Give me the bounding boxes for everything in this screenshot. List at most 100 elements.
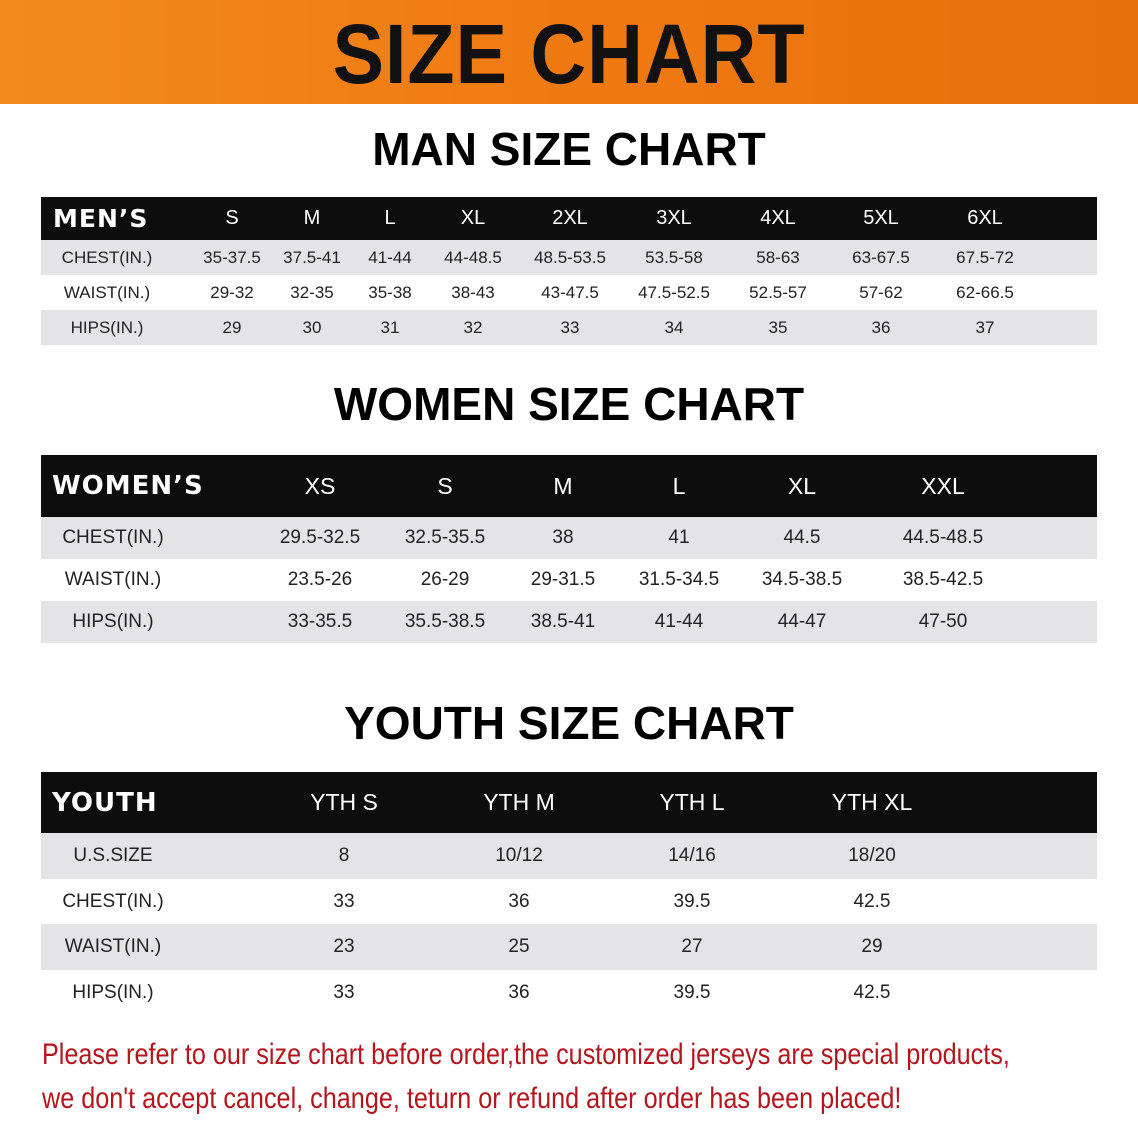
row-label: U.S.SIZE: [73, 845, 153, 866]
table-cell: 42.5: [853, 890, 891, 912]
table-cell: 29.5-32.5: [279, 527, 361, 548]
women-section-title: WOMEN SIZE CHART: [333, 378, 805, 430]
size-column-header: XL: [787, 472, 817, 499]
size-column-header: 6XL: [967, 207, 1003, 229]
table-cell: 29: [222, 317, 242, 337]
table-cell: 33-35.5: [287, 611, 353, 632]
table-cell: 48.5-53.5: [534, 247, 606, 267]
table-cell: 35.5-38.5: [404, 611, 486, 632]
table-cell: 57-62: [859, 282, 903, 302]
table-cell: 30: [302, 317, 322, 337]
table-row: CHEST(IN.) 35-37.5 37.5-41 41-44 44-48.5 48.5…: [41, 240, 1097, 275]
table-cell: 27: [681, 936, 703, 957]
table-cell: 23: [333, 936, 355, 957]
size-column-header: L: [672, 472, 686, 499]
table-row: WAIST(IN.) 29-32 32-35 35-38 38-43 43-47.5 47.…: [41, 275, 1097, 310]
size-column-header: L: [384, 207, 396, 229]
table-cell: 34: [664, 317, 684, 337]
table-cell: 18/20: [848, 845, 896, 866]
table-cell: 31: [380, 317, 400, 337]
table-cell: 32.5-35.5: [404, 527, 486, 548]
size-column-header: XS: [304, 472, 336, 499]
size-column-header: YTH M: [483, 789, 555, 815]
table-corner-label: WOMEN’S: [52, 471, 204, 501]
table-row: HIPS(IN.) 33 36 39.5 42.5: [41, 970, 1097, 1015]
table-corner-label: MEN’S: [53, 204, 149, 233]
youth-size-table: YOUTH YTH S YTH M YTH L YTH XL U.S.SIZE 8 10/12…: [41, 772, 1097, 1015]
table-cell: 35-37.5: [203, 247, 261, 267]
table-header-row: WOMEN’S XS S M L XL XXL: [41, 455, 1097, 517]
table-cell: 35: [768, 317, 788, 337]
table-cell: 23.5-26: [287, 569, 353, 590]
table-cell: 41: [668, 527, 690, 548]
table-cell: 47-50: [918, 611, 968, 632]
row-label: HIPS(IN.): [70, 317, 144, 337]
size-column-header: YTH XL: [831, 789, 913, 815]
table-cell: 38-43: [451, 282, 495, 302]
size-column-header: S: [437, 472, 453, 499]
table-cell: 47.5-52.5: [638, 282, 710, 302]
table-cell: 29: [861, 936, 883, 957]
table-row: HIPS(IN.) 29 30 31 32 33 34 35 36 37: [41, 310, 1097, 345]
table-row: HIPS(IN.) 33-35.5 35.5-38.5 38.5-41 41-44 44-…: [41, 601, 1097, 643]
table-row: CHEST(IN.) 29.5-32.5 32.5-35.5 38 41 44.5 44.5…: [41, 517, 1097, 559]
size-column-header: YTH S: [310, 789, 378, 815]
size-column-header: 4XL: [760, 207, 796, 229]
table-cell: 58-63: [756, 247, 800, 267]
table-row: WAIST(IN.) 23 25 27 29: [41, 924, 1097, 970]
table-header-row: YOUTH YTH S YTH M YTH L YTH XL: [41, 772, 1097, 833]
banner: SIZE CHART: [0, 0, 1138, 104]
table-cell: 36: [871, 317, 891, 337]
row-label: WAIST(IN.): [63, 282, 151, 302]
row-label: CHEST(IN.): [62, 527, 164, 548]
table-cell: 38.5-41: [530, 611, 596, 632]
size-column-header: M: [303, 207, 321, 229]
table-cell: 43-47.5: [541, 282, 599, 302]
size-column-header: M: [553, 472, 573, 499]
table-cell: 25: [508, 936, 530, 957]
table-cell: 35-38: [368, 282, 412, 302]
table-cell: 29-31.5: [530, 569, 596, 590]
row-label: HIPS(IN.): [72, 611, 154, 632]
table-cell: 8: [338, 845, 350, 866]
men-size-table: MEN’S S M L XL 2XL 3XL 4XL 5XL 6XL CHEST(IN.) 35-37…: [41, 197, 1097, 345]
row-label: CHEST(IN.): [61, 247, 153, 267]
table-cell: 42.5: [853, 981, 891, 1003]
table-cell: 62-66.5: [956, 282, 1014, 302]
table-corner-label: YOUTH: [52, 787, 158, 818]
table-cell: 33: [333, 890, 355, 912]
table-cell: 52.5-57: [749, 282, 807, 302]
table-cell: 53.5-58: [645, 247, 703, 267]
size-column-header: 5XL: [863, 207, 899, 229]
size-column-header: YTH L: [659, 789, 725, 815]
size-column-header: S: [225, 207, 239, 229]
notice-line-1: Please refer to our size chart before or…: [42, 1038, 1010, 1071]
table-row: U.S.SIZE 8 10/12 14/16 18/20: [41, 833, 1097, 879]
row-label: WAIST(IN.): [64, 569, 162, 590]
table-cell: 44-47: [777, 611, 827, 632]
women-size-table: WOMEN’S XS S M L XL XXL CHEST(IN.) 29.5-32.5 32.5…: [41, 455, 1097, 643]
table-cell: 32: [463, 317, 483, 337]
table-cell: 38.5-42.5: [902, 569, 984, 590]
table-cell: 44-48.5: [444, 247, 502, 267]
table-cell: 36: [508, 981, 530, 1003]
row-label: HIPS(IN.): [72, 981, 154, 1003]
banner-title: SIZE CHART: [332, 7, 806, 101]
table-cell: 33: [333, 981, 355, 1003]
size-column-header: XL: [460, 207, 486, 229]
row-label: CHEST(IN.): [62, 890, 164, 912]
notice-line-2: we don't accept cancel, change, teturn o…: [42, 1082, 902, 1115]
table-cell: 44.5: [783, 527, 821, 548]
table-cell: 67.5-72: [956, 247, 1014, 267]
table-row: CHEST(IN.) 33 36 39.5 42.5: [41, 879, 1097, 924]
table-cell: 31.5-34.5: [638, 569, 720, 590]
table-cell: 36: [508, 890, 530, 912]
size-column-header: 3XL: [656, 207, 692, 229]
table-cell: 33: [560, 317, 580, 337]
table-row: WAIST(IN.) 23.5-26 26-29 29-31.5 31.5-34.5 34…: [41, 559, 1097, 601]
table-cell: 37.5-41: [283, 247, 341, 267]
table-cell: 29-32: [210, 282, 254, 302]
table-cell: 10/12: [495, 845, 543, 866]
row-label: WAIST(IN.): [64, 936, 162, 957]
size-column-header: 2XL: [552, 207, 588, 229]
